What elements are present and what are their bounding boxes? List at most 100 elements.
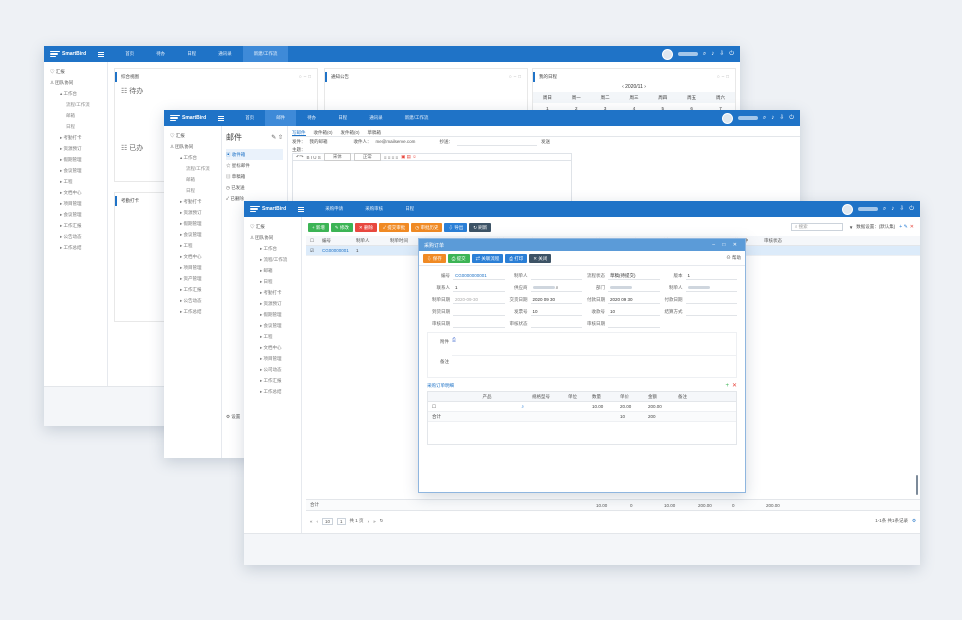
field-department[interactable]	[608, 284, 660, 292]
nav-tab[interactable]: 通讯录	[369, 115, 383, 120]
sidebar-item[interactable]: ♙ 团队协同	[170, 144, 194, 149]
grid-col-header[interactable]: 制单时间	[390, 238, 408, 243]
grid-cell[interactable]	[564, 402, 588, 411]
sidebar-item[interactable]: ▸ 工作汇报	[180, 287, 202, 292]
nav-tab[interactable]: 待办	[307, 115, 317, 120]
nav-tab[interactable]: 新建/工作流	[404, 115, 429, 120]
sidebar-item[interactable]: 流程/工作流	[186, 166, 210, 171]
field-creator-2[interactable]	[685, 284, 737, 292]
field-supplier[interactable]: ⌕	[530, 284, 582, 292]
format-icons[interactable]: B I U S	[306, 154, 321, 160]
nav-tab[interactable]: 采购申请	[325, 206, 344, 211]
avatar[interactable]	[841, 203, 853, 215]
delete-button[interactable]: ✕ 删除	[354, 222, 377, 232]
grid-checkbox-all[interactable]: ☐	[310, 238, 315, 243]
sidebar-item[interactable]: ▸ 邮箱	[260, 268, 273, 273]
sidebar-item[interactable]: ▸ 项目管理	[180, 265, 202, 270]
sidebar-item[interactable]: ▸ 公告动态	[60, 234, 82, 239]
field-audit-date[interactable]	[453, 320, 505, 328]
edit-button[interactable]: ✎ 修改	[330, 222, 353, 232]
power-icon[interactable]: ⏻	[909, 206, 914, 212]
sidebar-item[interactable]: ♡ 汇报	[50, 69, 65, 74]
field-arrival-date[interactable]	[453, 308, 505, 316]
menu-icon[interactable]	[98, 51, 105, 57]
dialog-help[interactable]: ⊖ 帮助	[726, 255, 741, 260]
download-icon[interactable]: ⇩	[719, 51, 725, 57]
search-icon[interactable]: ⌕	[762, 115, 767, 121]
sidebar-item[interactable]: ▸ 工作台	[260, 246, 278, 251]
field-settlement[interactable]	[685, 308, 737, 316]
font-family-select[interactable]: 宋体	[323, 153, 351, 161]
menu-icon[interactable]	[218, 115, 225, 121]
sidebar-item[interactable]: ▸ 考勤打卡	[60, 135, 82, 140]
grid-cell[interactable]	[674, 402, 714, 411]
nav-tab[interactable]: 日程	[405, 206, 415, 211]
add-button[interactable]: + 新增	[308, 222, 329, 232]
insert-icons[interactable]: ▣ ▤ ☺	[401, 154, 417, 159]
sidebar-item[interactable]: ▴ 工作台	[60, 91, 78, 96]
nav-tab[interactable]: 待办	[156, 51, 166, 56]
sidebar-item[interactable]: 邮箱	[66, 113, 75, 118]
delete-row-icon[interactable]: ✕	[731, 383, 737, 389]
panel-controls-icon[interactable]: ○–□	[299, 74, 313, 79]
sidebar-item[interactable]: ▸ 会议管理	[60, 168, 82, 173]
search-icon[interactable]: ⌕	[702, 51, 707, 57]
sidebar-item[interactable]: ▸ 公告动态	[180, 298, 202, 303]
sidebar-item[interactable]: ♙ 团队协同	[50, 80, 74, 85]
page-last-icon[interactable]: »	[373, 518, 376, 524]
sidebar-item[interactable]: ▸ 文档中心	[60, 190, 82, 195]
sidebar-item[interactable]: ▸ 工作总结	[180, 309, 202, 314]
align-icons[interactable]: ≡ ≡ ≡ ≡	[383, 154, 399, 160]
sidebar-item[interactable]: ♡ 汇报	[250, 224, 265, 229]
sidebar-item[interactable]: ▸ 假期管理	[60, 157, 82, 162]
nav-tab-active[interactable]: 邮件	[265, 110, 297, 126]
field-version[interactable]: 1	[685, 272, 737, 280]
page-prev-icon[interactable]: ‹	[316, 518, 319, 524]
tab-compose[interactable]: 写邮件	[292, 130, 306, 136]
download-icon[interactable]: ⇩	[779, 115, 785, 121]
dialog-window-controls-icon[interactable]: – □ ✕	[712, 242, 740, 248]
remove-icon[interactable]: ✕	[909, 224, 914, 230]
approval-history-button[interactable]: ◷ 审批历史	[411, 222, 443, 232]
sidebar-item[interactable]: ▸ 资源预订	[180, 210, 202, 215]
refresh-button[interactable]: ↻ 刷新	[469, 222, 492, 232]
sidebar-item[interactable]: ▴ 工作台	[180, 155, 198, 160]
sidebar-item[interactable]: ▸ 项目管理	[60, 201, 82, 206]
grid-col-header[interactable]: 审核状态	[764, 238, 782, 243]
field-flow-status[interactable]: 草稿(待提交)	[608, 272, 660, 280]
grid-col-header[interactable]: 编号	[322, 238, 331, 243]
sidebar-item[interactable]: ▸ 资产管理	[180, 276, 202, 281]
avatar[interactable]	[661, 48, 673, 60]
sidebar-item[interactable]: ♡ 汇报	[170, 133, 185, 138]
field-delivery-date[interactable]: 2020 09 30	[530, 296, 582, 304]
bell-icon[interactable]: ♪	[891, 206, 895, 212]
filter-icon[interactable]: ▼	[848, 224, 854, 230]
field-creator[interactable]	[530, 272, 582, 280]
power-icon[interactable]: ⏻	[729, 51, 734, 57]
folder-inbox[interactable]: ▣ 收件箱	[226, 149, 283, 160]
field-payment-date[interactable]: 2020 09 30	[608, 296, 660, 304]
avatar[interactable]	[721, 112, 733, 124]
table-row[interactable]: ☐ ⌕ 10.00 20.00 200.00	[428, 402, 736, 412]
add-row-icon[interactable]: +	[725, 382, 729, 389]
filter-label[interactable]: 数据设置：(默认集)	[856, 224, 896, 229]
paperclip-icon[interactable]: ⎙	[452, 337, 457, 343]
download-icon[interactable]: ⇩	[899, 206, 905, 212]
sidebar-item[interactable]: ▸ 文档中心	[180, 254, 202, 259]
detail-row-checkbox[interactable]: ☐	[432, 404, 437, 409]
nav-tab-active[interactable]: 新建/工作流	[242, 46, 289, 62]
tab-inbox[interactable]: 收件箱(0)	[313, 130, 333, 135]
sidebar-item[interactable]: ▸ 工程	[180, 243, 193, 248]
sidebar-item[interactable]: ▸ 流程/工作流	[260, 257, 288, 262]
grid-cell[interactable]: 20.00	[620, 404, 632, 409]
folder-starred[interactable]: ☆ 星标邮件	[226, 163, 250, 168]
cc-field[interactable]	[457, 137, 537, 146]
dialog-print-button[interactable]: ⎙ 打印	[505, 253, 528, 263]
sidebar-item[interactable]: 流程/工作流	[66, 102, 90, 107]
sidebar-item[interactable]: ▸ 会议管理	[260, 323, 282, 328]
grid-cell[interactable]: CG00000001	[322, 248, 349, 253]
from-value[interactable]: 我的邮箱	[309, 139, 328, 144]
sidebar-item[interactable]: ▸ 工作汇报	[60, 223, 82, 228]
add-column-icon[interactable]: + ✎	[899, 224, 908, 230]
sidebar-item[interactable]: ▸ 资源预订	[260, 301, 282, 306]
